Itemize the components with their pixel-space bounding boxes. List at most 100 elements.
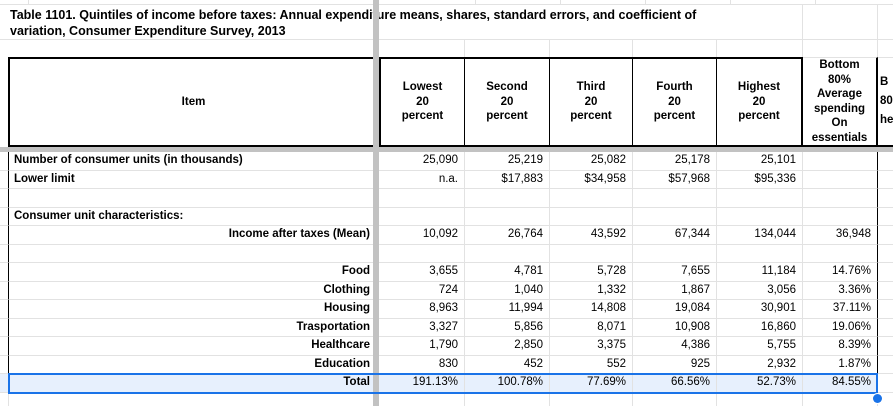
value-cell[interactable] xyxy=(803,170,878,189)
value-cell[interactable]: 8,963 xyxy=(379,300,465,319)
value-cell[interactable]: 5,728 xyxy=(550,263,633,282)
value-cell[interactable]: 2,850 xyxy=(465,337,550,356)
value-cell[interactable]: 7,655 xyxy=(633,263,717,282)
value-cell[interactable] xyxy=(803,152,878,171)
value-cell[interactable] xyxy=(379,189,465,208)
value-cell[interactable]: 77.69% xyxy=(550,374,633,393)
value-cell[interactable] xyxy=(465,189,550,208)
value-cell[interactable]: $57,968 xyxy=(633,170,717,189)
value-cell[interactable]: 43,592 xyxy=(550,226,633,245)
value-cell[interactable] xyxy=(633,244,717,263)
row-label-cell[interactable]: Income after taxes (Mean) xyxy=(8,226,379,245)
value-cell[interactable]: 1,867 xyxy=(633,281,717,300)
value-cell[interactable]: 1,040 xyxy=(465,281,550,300)
value-cell[interactable]: 26,764 xyxy=(465,226,550,245)
value-cell[interactable]: 1,332 xyxy=(550,281,633,300)
column-header-7[interactable]: B 80 he xyxy=(878,57,893,147)
value-cell[interactable]: 3,375 xyxy=(550,337,633,356)
value-cell[interactable] xyxy=(803,244,878,263)
value-cell[interactable]: 37.11% xyxy=(803,300,878,319)
row-label-cell[interactable]: Healthcare xyxy=(8,337,379,356)
value-cell[interactable] xyxy=(550,207,633,226)
value-cell[interactable]: 1,790 xyxy=(379,337,465,356)
value-cell[interactable]: 25,101 xyxy=(717,152,803,171)
row-label-cell[interactable]: Food xyxy=(8,263,379,282)
value-cell[interactable] xyxy=(379,244,465,263)
value-cell[interactable] xyxy=(878,374,893,393)
value-cell[interactable]: 134,044 xyxy=(717,226,803,245)
value-cell[interactable]: 3.36% xyxy=(803,281,878,300)
value-cell[interactable] xyxy=(878,208,893,226)
value-cell[interactable]: 3,655 xyxy=(379,263,465,282)
column-header-4[interactable]: Fourth 20 percent xyxy=(633,57,717,147)
value-cell[interactable] xyxy=(803,189,878,208)
value-cell[interactable] xyxy=(633,207,717,226)
value-cell[interactable] xyxy=(878,337,893,356)
row-label-cell[interactable]: Trasportation xyxy=(8,318,379,337)
row-label-cell[interactable]: Lower limit xyxy=(8,170,379,189)
value-cell[interactable] xyxy=(803,207,878,226)
value-cell[interactable] xyxy=(878,319,893,337)
value-cell[interactable]: 66.56% xyxy=(633,374,717,393)
value-cell[interactable]: 925 xyxy=(633,355,717,374)
value-cell[interactable]: 2,932 xyxy=(717,355,803,374)
item-column-header[interactable]: Item xyxy=(8,57,379,147)
frozen-row-divider[interactable] xyxy=(0,147,893,152)
value-cell[interactable]: 10,908 xyxy=(633,318,717,337)
value-cell[interactable]: $17,883 xyxy=(465,170,550,189)
value-cell[interactable] xyxy=(878,282,893,300)
value-cell[interactable] xyxy=(550,189,633,208)
value-cell[interactable]: 30,901 xyxy=(717,300,803,319)
row-label-cell[interactable]: Clothing xyxy=(8,281,379,300)
value-cell[interactable]: $95,336 xyxy=(717,170,803,189)
frozen-column-divider[interactable] xyxy=(373,0,379,406)
value-cell[interactable]: 1.87% xyxy=(803,355,878,374)
value-cell[interactable]: 10,092 xyxy=(379,226,465,245)
value-cell[interactable]: 5,856 xyxy=(465,318,550,337)
value-cell[interactable]: 3,056 xyxy=(717,281,803,300)
value-cell[interactable]: n.a. xyxy=(379,170,465,189)
value-cell[interactable] xyxy=(878,226,893,245)
value-cell[interactable] xyxy=(878,189,893,208)
value-cell[interactable] xyxy=(878,263,893,282)
value-cell[interactable] xyxy=(717,207,803,226)
column-header-3[interactable]: Third 20 percent xyxy=(550,57,633,147)
value-cell[interactable]: 19,084 xyxy=(633,300,717,319)
value-cell[interactable] xyxy=(717,189,803,208)
value-cell[interactable]: 830 xyxy=(379,355,465,374)
value-cell[interactable]: 84.55% xyxy=(803,374,878,393)
fill-handle[interactable] xyxy=(872,393,882,403)
value-cell[interactable]: 25,082 xyxy=(550,152,633,171)
row-label-cell[interactable]: Housing xyxy=(8,300,379,319)
value-cell[interactable]: 552 xyxy=(550,355,633,374)
value-cell[interactable] xyxy=(550,244,633,263)
row-label-cell[interactable] xyxy=(8,244,379,263)
value-cell[interactable]: 11,184 xyxy=(717,263,803,282)
value-cell[interactable] xyxy=(379,207,465,226)
value-cell[interactable] xyxy=(878,356,893,374)
row-label-cell[interactable]: Number of consumer units (in thousands) xyxy=(8,152,379,171)
value-cell[interactable]: 25,090 xyxy=(379,152,465,171)
value-cell[interactable]: 19.06% xyxy=(803,318,878,337)
value-cell[interactable]: 8.39% xyxy=(803,337,878,356)
value-cell[interactable]: 4,386 xyxy=(633,337,717,356)
row-label-cell[interactable]: Education xyxy=(8,355,379,374)
value-cell[interactable]: 191.13% xyxy=(379,374,465,393)
value-cell[interactable]: 100.78% xyxy=(465,374,550,393)
value-cell[interactable]: 16,860 xyxy=(717,318,803,337)
value-cell[interactable]: 4,781 xyxy=(465,263,550,282)
row-label-cell[interactable]: Consumer unit characteristics: xyxy=(8,207,379,226)
row-label-cell[interactable]: Total xyxy=(8,374,379,393)
value-cell[interactable]: 724 xyxy=(379,281,465,300)
value-cell[interactable]: 52.73% xyxy=(717,374,803,393)
value-cell[interactable] xyxy=(465,207,550,226)
value-cell[interactable]: 8,071 xyxy=(550,318,633,337)
value-cell[interactable]: 452 xyxy=(465,355,550,374)
value-cell[interactable]: 67,344 xyxy=(633,226,717,245)
column-header-6[interactable]: Bottom 80% Average spending On essentials xyxy=(803,57,878,147)
row-label-cell[interactable] xyxy=(8,189,379,208)
empty-row[interactable] xyxy=(0,40,893,57)
title-cell[interactable]: Table 1101. Quintiles of income before t… xyxy=(0,5,893,40)
column-header-1[interactable]: Lowest 20 percent xyxy=(379,57,465,147)
value-cell[interactable] xyxy=(878,152,893,171)
